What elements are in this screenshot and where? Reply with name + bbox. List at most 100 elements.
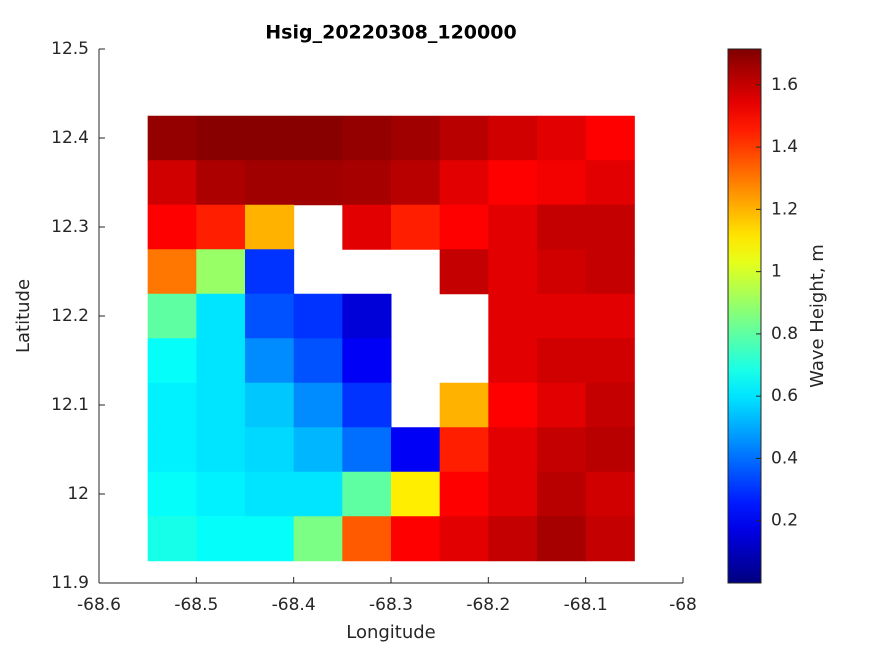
cell [147,338,197,384]
cell [439,204,489,250]
x-tick-label: -68.4 [272,595,316,615]
cell [439,471,489,517]
cell [585,293,635,339]
cell [196,382,246,428]
cell [245,293,295,339]
y-tick-label: 12.4 [51,128,89,148]
cell [196,471,246,517]
cell [147,115,197,161]
cell [585,516,635,562]
cell [293,427,343,473]
cell [439,516,489,562]
cell [293,471,343,517]
cell [147,471,197,517]
y-tick-label: 11.9 [51,573,89,593]
cell [391,160,441,206]
cell [585,160,635,206]
cell [293,293,343,339]
cell [537,160,587,206]
colorbar-tick-label: 1.4 [771,137,798,157]
cell [196,160,246,206]
cell [147,427,197,473]
cell [488,427,538,473]
cell [245,338,295,384]
cell [439,115,489,161]
cell [391,471,441,517]
cell [245,115,295,161]
cell [488,382,538,428]
colorbar-tick-label: 0.2 [771,511,798,531]
y-tick-label: 12.2 [51,306,89,326]
cell [245,516,295,562]
cell [537,249,587,295]
cell [537,115,587,161]
cell [537,338,587,384]
cell [293,382,343,428]
colorbar-tick-label: 0.6 [771,386,798,406]
cell [245,204,295,250]
cell [196,204,246,250]
cell [342,471,392,517]
cell [439,382,489,428]
cell [293,160,343,206]
x-tick-label: -68.2 [466,595,510,615]
cell [245,160,295,206]
cell [488,249,538,295]
cell [342,382,392,428]
cell [245,249,295,295]
cell [342,204,392,250]
colorbar-tick-label: 1.6 [771,75,798,95]
cell [245,427,295,473]
cell [488,293,538,339]
heatmap [147,115,635,562]
colorbar-tick-label: 0.8 [771,324,798,344]
cell [585,249,635,295]
cell [439,160,489,206]
cell [537,516,587,562]
cell [147,160,197,206]
cell [196,115,246,161]
colorbar-tick-label: 0.4 [771,448,798,468]
cell [488,471,538,517]
cell [585,427,635,473]
cell [488,115,538,161]
cell [342,160,392,206]
x-tick-label: -68.1 [564,595,608,615]
cell [147,204,197,250]
cell [391,427,441,473]
colorbar-tick-label: 1 [771,262,782,282]
x-axis-label: Longitude [346,622,436,643]
cell [196,249,246,295]
cell [585,115,635,161]
cell [293,338,343,384]
cell [196,293,246,339]
cell [342,115,392,161]
cell [488,160,538,206]
cell [342,338,392,384]
cell [537,427,587,473]
cell [585,338,635,384]
cell [488,338,538,384]
cell [488,204,538,250]
chart-title: Hsig_20220308_120000 [265,22,516,44]
cell [391,516,441,562]
cell [245,471,295,517]
cell [196,516,246,562]
cell [293,516,343,562]
y-tick-label: 12 [67,484,89,504]
y-axis-label: Latitude [13,279,34,353]
x-tick-label: -68.3 [369,595,413,615]
cell [537,382,587,428]
colorbar [727,48,762,584]
axes: -68.6 -68.5 -68.4 -68.3 -68.2 -68.1 -68 11.9 12 1… [51,39,697,615]
cell [585,471,635,517]
x-tick-label: -68.6 [77,595,121,615]
cell [293,115,343,161]
colorbar-tick-label: 1.2 [771,199,798,219]
cell [439,249,489,295]
y-tick-label: 12.1 [51,395,89,415]
cell [147,516,197,562]
x-tick-label: -68.5 [174,595,218,615]
colorbar-label: Wave Height, m [807,244,828,388]
cell [439,427,489,473]
